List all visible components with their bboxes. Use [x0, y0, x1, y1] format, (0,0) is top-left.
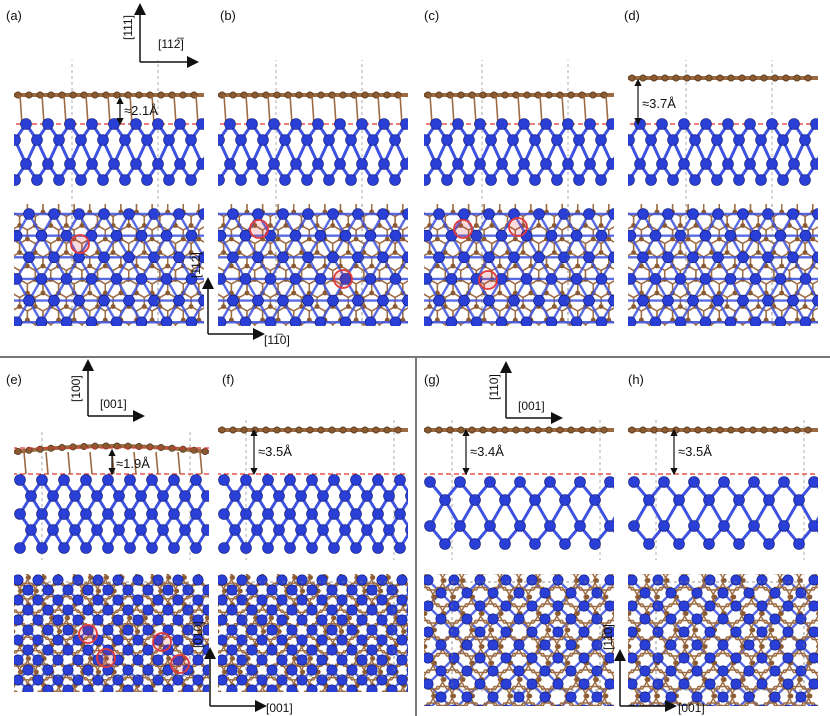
gap-label-h: ≈3.5Å [678, 444, 712, 459]
gap-label-e: ≈1.9Å [116, 456, 150, 471]
side-view-h [628, 420, 818, 560]
gap-label-f: ≈3.5Å [258, 444, 292, 459]
panel-label-d: (d) [624, 8, 640, 23]
axis-label-010: [010] [191, 621, 205, 648]
panel-label-g: (g) [424, 372, 440, 387]
panel-label-e: (e) [6, 372, 22, 387]
axis-label-111: [111] [121, 15, 135, 40]
highlight-site [96, 648, 116, 668]
highlight-site [152, 632, 172, 652]
gap-annotation-f: ≈3.5Å [250, 428, 292, 476]
gap-annotation-e: ≈1.9Å [108, 448, 150, 476]
axis-label-001-g: [001] [518, 399, 545, 413]
panel-label-c: (c) [424, 8, 439, 23]
axis-label-1-10-h: [11̅0] [601, 624, 615, 650]
side-view-a [14, 60, 204, 200]
axis-label-110: [110] [487, 374, 501, 400]
panel-label-f: (f) [222, 372, 234, 387]
side-view-d [628, 60, 818, 200]
top-view-g [424, 574, 614, 706]
highlight-site [453, 219, 473, 239]
axis-label-001-h: [001] [678, 701, 705, 715]
highlight-site [70, 234, 90, 254]
side-view-b [218, 60, 408, 200]
axis-label-1-10: [11̅0] [264, 333, 290, 347]
highlight-site [333, 269, 353, 289]
panel-label-a: (a) [6, 8, 22, 23]
side-view-f [218, 420, 408, 560]
axis-label-112-mid: [112̅] [189, 252, 203, 278]
gap-annotation-g: ≈3.4Å [462, 428, 504, 476]
side-view-c [424, 60, 614, 200]
gap-label-d: ≈3.7Å [642, 96, 676, 111]
axis-indicator-top: [111] [112̅] [121, 3, 199, 68]
highlight-site [170, 654, 190, 674]
top-view-f [218, 574, 408, 692]
side-view-e [14, 430, 209, 560]
panel-label-h: (h) [628, 372, 644, 387]
axis-indicator-g: [110] [001] [487, 361, 563, 424]
gap-label-a: ≈2.1Å [124, 103, 158, 118]
highlight-site [78, 624, 98, 644]
axis-label-001-f: [001] [266, 701, 293, 715]
top-view-c [424, 204, 614, 326]
gap-label-g: ≈3.4Å [470, 444, 504, 459]
axis-indicator-e: [100] [001] [69, 359, 145, 422]
axis-indicator-middle: [112̅] [11̅0] [189, 252, 290, 347]
top-view-h [628, 574, 818, 706]
top-view-d [628, 204, 818, 326]
top-view-e [14, 574, 209, 692]
gap-annotation-a: ≈2.1Å [116, 96, 158, 126]
top-view-b [218, 204, 408, 326]
structure-layer [14, 60, 818, 706]
gap-annotation-h: ≈3.5Å [670, 428, 712, 476]
highlight-site [249, 219, 269, 239]
axis-label-001-e: [001] [100, 397, 127, 411]
highlight-site [508, 217, 528, 237]
panel-label-b: (b) [220, 8, 236, 23]
axis-label-112: [112̅] [158, 37, 184, 51]
side-view-g [424, 420, 614, 560]
axis-indicator-f: [010] [001] [191, 621, 293, 715]
axis-indicator-h: [11̅0] [001] [601, 624, 705, 715]
gap-annotation-d: ≈3.7Å [634, 78, 676, 126]
top-view-a [14, 204, 204, 326]
highlight-site [478, 270, 498, 290]
axis-label-100: [100] [69, 375, 83, 402]
